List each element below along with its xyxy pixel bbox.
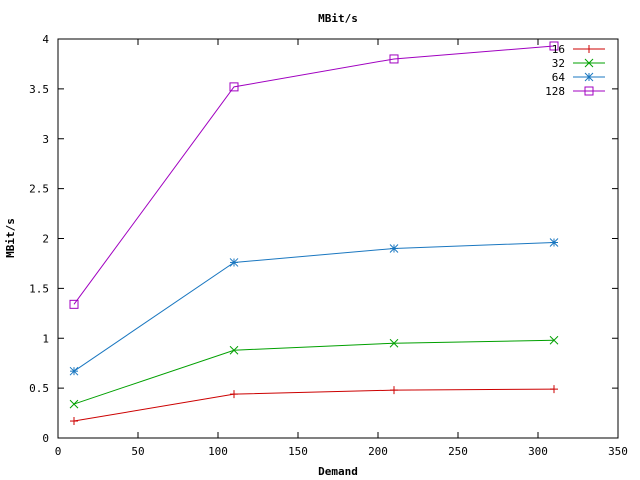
x-axis-label: Demand	[318, 465, 358, 478]
x-tick-label: 0	[55, 445, 62, 458]
data-point-128	[229, 82, 239, 92]
y-tick-label: 4	[42, 33, 49, 46]
data-point-64	[69, 366, 79, 376]
x-tick-label: 150	[288, 445, 308, 458]
series-line-16	[73, 388, 555, 422]
data-point-64	[229, 258, 239, 267]
data-point-16	[230, 390, 238, 399]
series-16	[70, 385, 558, 426]
y-tick-label: 2.5	[29, 183, 49, 196]
legend-marker-64	[584, 72, 594, 82]
y-tick-label: 1.5	[29, 282, 49, 295]
x-tick-label: 350	[608, 445, 628, 458]
data-point-32	[69, 399, 79, 409]
legend-marker-32	[584, 58, 594, 68]
data-point-64	[549, 238, 559, 247]
y-tick-label: 2	[42, 233, 49, 246]
y-tick-label: 0.5	[29, 382, 49, 395]
legend-label-128: 128	[545, 85, 565, 98]
data-point-32	[549, 335, 559, 345]
legend-marker-128	[584, 86, 594, 96]
data-point-16	[550, 385, 558, 394]
y-tick-label: 3.5	[29, 83, 49, 96]
chart-title: MBit/s	[318, 12, 358, 25]
series-line-128	[73, 45, 555, 305]
legend-label-32: 32	[552, 57, 565, 70]
axis-ticks: 0 50 100 150 200 250 300 350 0 0.5 1 1.5 2 2.5 3 3.5 4	[29, 33, 628, 458]
y-tick-label: 1	[42, 332, 49, 345]
data-point-16	[390, 386, 398, 395]
series-layer	[69, 41, 559, 426]
x-tick-label: 100	[208, 445, 228, 458]
data-point-128	[69, 299, 79, 309]
series-32	[69, 335, 559, 409]
data-point-32	[389, 338, 399, 348]
y-tick-label: 3	[42, 133, 49, 146]
series-64	[69, 238, 559, 376]
series-line-64	[73, 241, 555, 372]
plot-area-frame	[57, 38, 619, 439]
data-point-64	[389, 244, 399, 253]
data-point-16	[70, 417, 78, 426]
legend-label-64: 64	[552, 71, 566, 84]
legend-label-16: 16	[552, 43, 565, 56]
y-tick-label: 0	[42, 432, 49, 445]
x-tick-label: 250	[448, 445, 468, 458]
series-128	[69, 41, 559, 309]
x-tick-label: 300	[528, 445, 548, 458]
legend-marker-16	[585, 45, 593, 53]
data-point-32	[229, 345, 239, 355]
x-tick-label: 200	[368, 445, 388, 458]
x-tick-label: 50	[131, 445, 144, 458]
data-point-128	[389, 54, 399, 64]
series-line-32	[73, 339, 555, 405]
data-point-128	[549, 41, 559, 51]
y-axis-label: MBit/s	[4, 218, 17, 258]
